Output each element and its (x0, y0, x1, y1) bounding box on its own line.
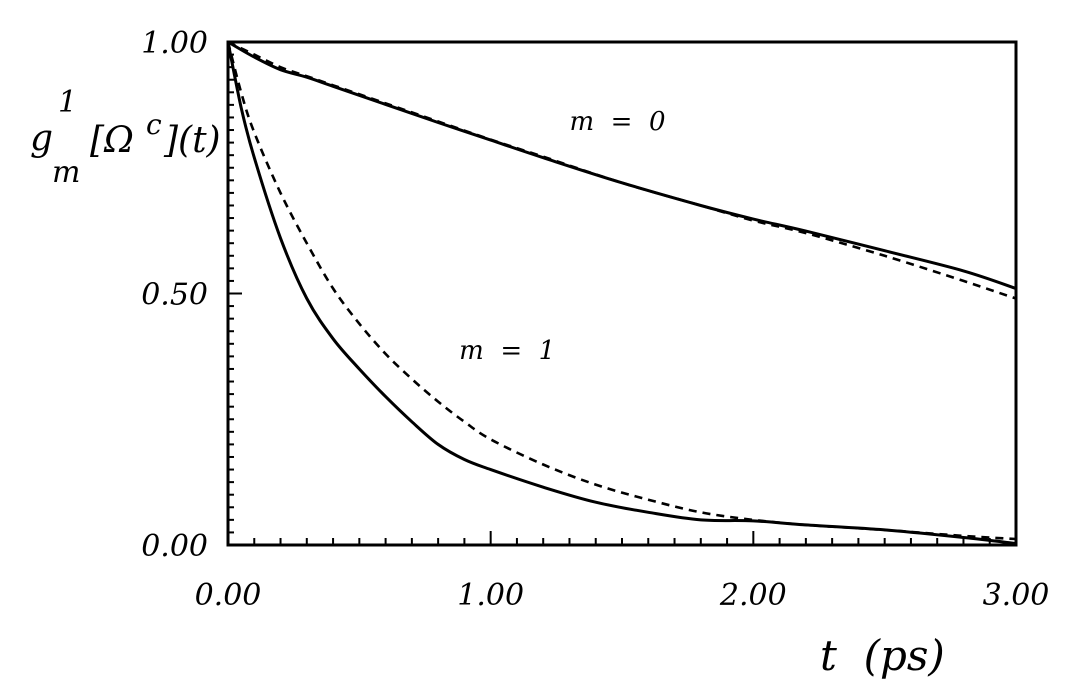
solid-series-line-2 (226, 41, 1017, 545)
y-tick-label: 1.00 (141, 26, 208, 61)
solid-series-line-0 (227, 40, 1017, 290)
tick-labels: 0.00 1.00 2.00 3.00 0.00 0.50 1.00 (141, 26, 1049, 613)
x-tick-label: 2.00 (719, 578, 787, 613)
y-tick-label: 0.00 (141, 529, 208, 564)
y-axis-label-rest: [Ω (90, 120, 134, 161)
y-axis-label-tail: ](t) (163, 120, 221, 161)
plot-frame (226, 40, 1018, 547)
y-axis-label-sub: m (52, 155, 80, 190)
dashed-series-line-1 (227, 40, 1017, 300)
x-tick-label: 0.00 (195, 578, 262, 613)
y-axis-label-base: g (30, 118, 53, 159)
x-tick-label: 1.00 (457, 578, 524, 613)
y-tick-label: 0.50 (141, 278, 208, 313)
series-layer (226, 40, 1017, 545)
x-axis-label: t (ps) (820, 631, 945, 680)
y-axis-label: g 1 m [Ω c ](t) (30, 80, 221, 191)
y-axis-label-sup: 1 (58, 85, 77, 120)
annotation-m1: m = 1 (459, 336, 555, 366)
y-axis-label-rest-sup: c (146, 108, 162, 141)
x-tick-label: 3.00 (983, 578, 1050, 613)
annotation-m0: m = 0 (569, 107, 665, 137)
dashed-series-line-3 (226, 41, 1017, 541)
